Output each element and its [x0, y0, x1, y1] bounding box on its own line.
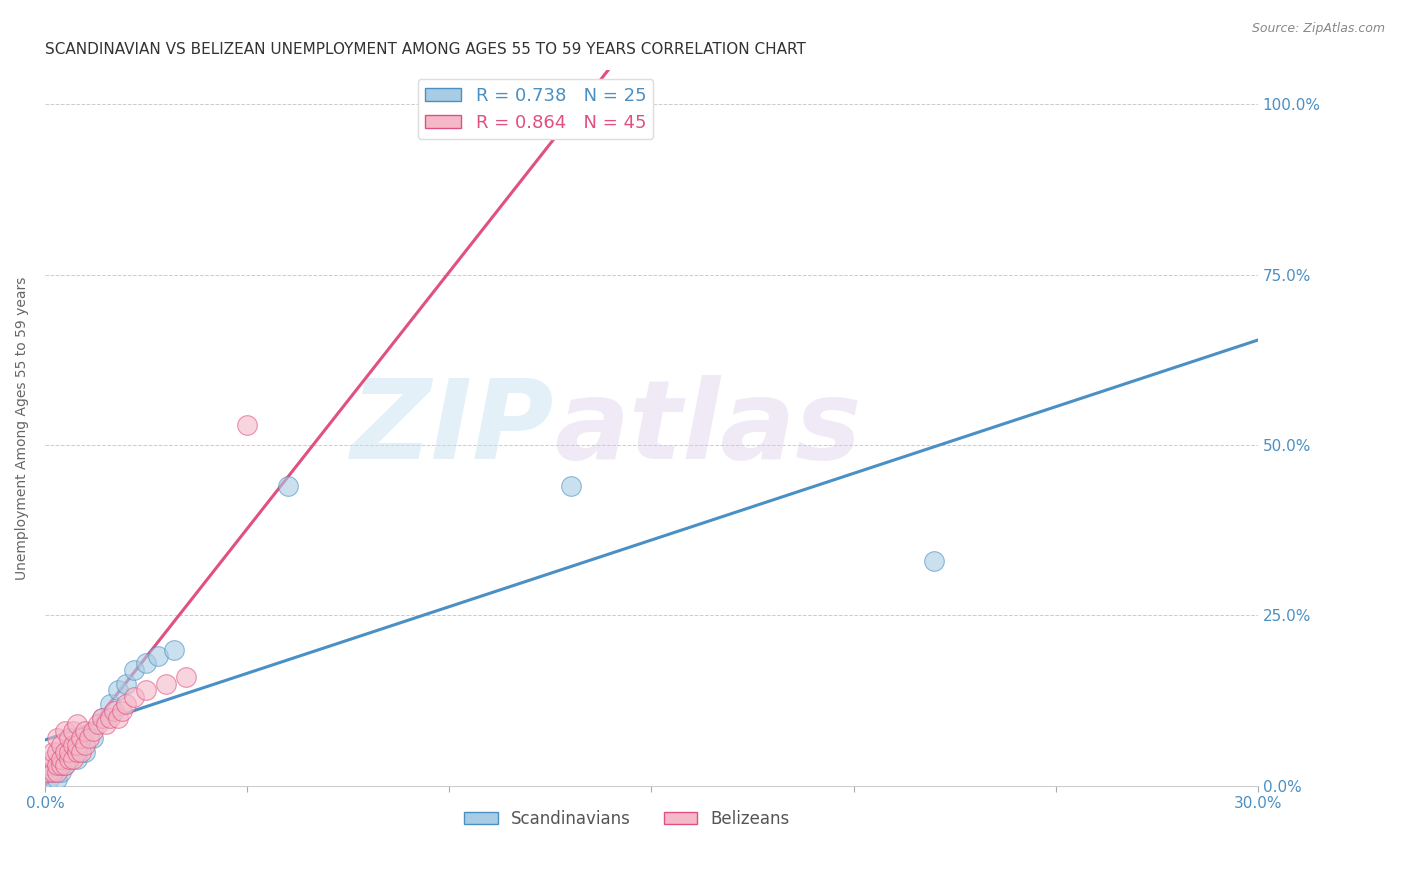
Point [53, 724, 76, 739]
Text: SCANDINAVIAN VS BELIZEAN UNEMPLOYMENT AMONG AGES 55 TO 59 YEARS CORRELATION CHAR: SCANDINAVIAN VS BELIZEAN UNEMPLOYMENT AM… [45, 42, 806, 57]
Point [38, 772, 60, 786]
Point [114, 697, 136, 711]
Point [53, 758, 76, 772]
Point [277, 479, 299, 493]
Point [236, 417, 259, 432]
Point [114, 676, 136, 690]
Point [79, 731, 101, 745]
Point [49, 738, 72, 752]
Point [53, 745, 76, 759]
Point [58, 731, 80, 745]
Point [58, 751, 80, 765]
Point [107, 711, 129, 725]
Point [58, 751, 80, 765]
Point [122, 663, 145, 677]
Point [163, 642, 186, 657]
Point [135, 683, 157, 698]
Point [107, 683, 129, 698]
Point [155, 676, 177, 690]
Point [560, 91, 582, 105]
Point [46, 772, 69, 786]
Point [176, 670, 198, 684]
Point [53, 745, 76, 759]
Point [75, 724, 97, 739]
Point [42, 765, 65, 780]
Point [49, 751, 72, 765]
Point [90, 711, 112, 725]
Point [46, 765, 69, 780]
Text: atlas: atlas [554, 375, 862, 482]
Point [98, 697, 121, 711]
Point [53, 758, 76, 772]
Point [46, 758, 69, 772]
Point [103, 704, 125, 718]
Point [94, 717, 117, 731]
Point [135, 656, 157, 670]
Point [66, 745, 89, 759]
Point [82, 724, 104, 739]
Text: ZIP: ZIP [352, 375, 554, 482]
Point [38, 765, 60, 780]
Point [42, 751, 65, 765]
Point [42, 745, 65, 759]
Point [62, 724, 84, 739]
Point [70, 731, 93, 745]
Text: Source: ZipAtlas.com: Source: ZipAtlas.com [1251, 22, 1385, 36]
Point [75, 738, 97, 752]
Legend: Scandinavians, Belizeans: Scandinavians, Belizeans [457, 804, 797, 835]
Point [924, 554, 946, 568]
Point [70, 738, 93, 752]
Point [46, 758, 69, 772]
Point [49, 751, 72, 765]
Point [46, 745, 69, 759]
Point [122, 690, 145, 705]
Point [66, 738, 89, 752]
Point [38, 758, 60, 772]
Point [579, 91, 602, 105]
Point [62, 751, 84, 765]
Point [42, 765, 65, 780]
Point [62, 738, 84, 752]
Point [146, 649, 169, 664]
Point [49, 765, 72, 780]
Point [46, 731, 69, 745]
Point [90, 711, 112, 725]
Point [62, 745, 84, 759]
Point [86, 717, 108, 731]
Point [70, 745, 93, 759]
Point [82, 731, 104, 745]
Point [58, 745, 80, 759]
Point [111, 704, 134, 718]
Point [75, 745, 97, 759]
Y-axis label: Unemployment Among Ages 55 to 59 years: Unemployment Among Ages 55 to 59 years [15, 277, 30, 580]
Point [49, 758, 72, 772]
Point [98, 711, 121, 725]
Point [66, 717, 89, 731]
Point [66, 751, 89, 765]
Point [560, 479, 582, 493]
